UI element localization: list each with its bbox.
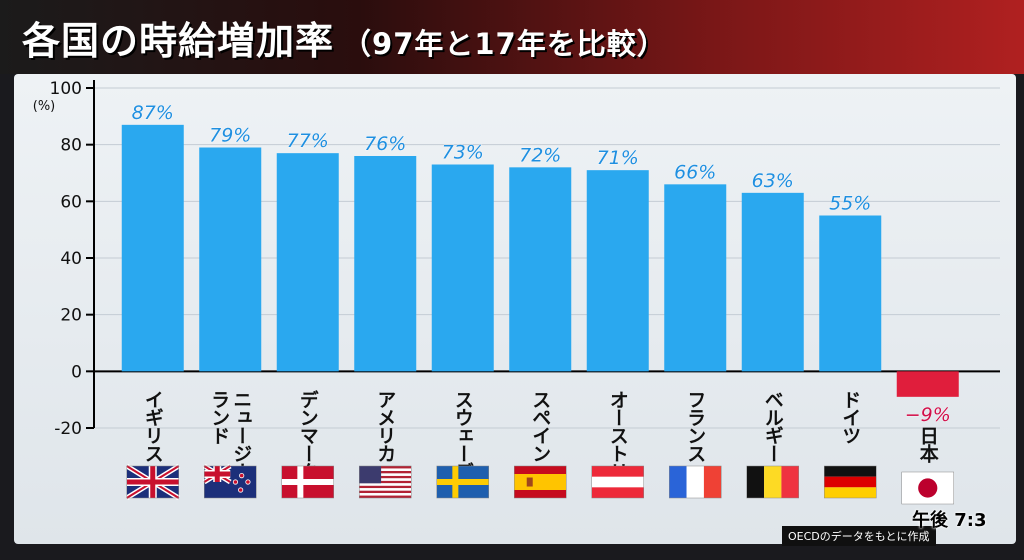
y-tick-label: 60 bbox=[60, 192, 82, 212]
value-label: −9% bbox=[905, 404, 951, 426]
austria-flag bbox=[591, 465, 644, 499]
bar-5 bbox=[431, 164, 494, 372]
category-label: イギリス bbox=[142, 390, 164, 462]
bar-11 bbox=[896, 371, 959, 397]
germany-flag bbox=[824, 465, 877, 499]
category-label: 日本 bbox=[917, 426, 939, 464]
bar-2 bbox=[199, 147, 262, 372]
category-label: アメリカ bbox=[374, 390, 396, 462]
spain-flag bbox=[514, 465, 567, 499]
clock-time: 7:3 bbox=[954, 510, 987, 531]
y-tick-label: 80 bbox=[60, 136, 82, 156]
value-label: 76% bbox=[364, 133, 406, 155]
belgium-flag bbox=[746, 465, 799, 499]
bar-7 bbox=[586, 170, 649, 372]
category-label: ドイツ bbox=[839, 390, 861, 444]
category-label: スペイン bbox=[529, 390, 551, 462]
category-label: ベルギー bbox=[762, 390, 784, 462]
value-label: 55% bbox=[829, 193, 871, 215]
denmark-flag bbox=[281, 465, 334, 499]
category-label: デンマーク bbox=[297, 389, 319, 481]
new-zealand-flag bbox=[202, 463, 257, 499]
title-bar: 各国の時給増加率 （97年と17年を比較） bbox=[0, 0, 1024, 74]
title-subtitle: （97年と17年を比較） bbox=[342, 27, 667, 61]
value-label: 63% bbox=[752, 170, 794, 192]
bar-9 bbox=[741, 192, 804, 372]
value-label: 73% bbox=[442, 142, 484, 164]
y-axis-unit: (%) bbox=[33, 99, 56, 114]
japan-flag bbox=[901, 471, 954, 505]
value-label: 87% bbox=[132, 102, 174, 124]
y-tick-label: 0 bbox=[71, 362, 82, 382]
uk-flag bbox=[125, 463, 181, 501]
clock-overlay: 午後 7:3 bbox=[912, 506, 987, 532]
y-tick-label: 20 bbox=[60, 306, 82, 326]
bar-6 bbox=[509, 167, 572, 372]
chart-panel: -20 0 20 40 60 80 100 (%) 87% イギリス 79% ニュージー ランド 77% デ… bbox=[14, 74, 1016, 544]
category-label: フランス bbox=[684, 390, 706, 462]
usa-flag bbox=[359, 465, 412, 499]
value-label: 66% bbox=[674, 161, 716, 183]
bar-8 bbox=[664, 184, 727, 372]
bar-1 bbox=[121, 124, 184, 372]
value-label: 77% bbox=[287, 130, 329, 152]
bar-3 bbox=[276, 153, 339, 372]
title-main: 各国の時給増加率 bbox=[22, 19, 335, 63]
clock-label: 午後 bbox=[912, 510, 948, 531]
sweden-flag bbox=[436, 465, 489, 499]
france-flag bbox=[669, 465, 722, 499]
y-tick-label: -20 bbox=[54, 419, 82, 439]
y-tick-label: 100 bbox=[50, 79, 82, 99]
value-label: 72% bbox=[519, 144, 561, 166]
y-tick-label: 40 bbox=[60, 249, 82, 269]
chart-title: 各国の時給増加率 （97年と17年を比較） bbox=[22, 10, 667, 65]
value-label: 71% bbox=[597, 147, 639, 169]
value-label: 79% bbox=[209, 125, 251, 147]
source-caption: OECDのデータをもとに作成 bbox=[782, 526, 936, 546]
bar-4 bbox=[354, 156, 417, 372]
bar-10 bbox=[819, 215, 882, 372]
category-label: ランド bbox=[208, 390, 230, 444]
category-label: ニュージー bbox=[230, 390, 252, 480]
